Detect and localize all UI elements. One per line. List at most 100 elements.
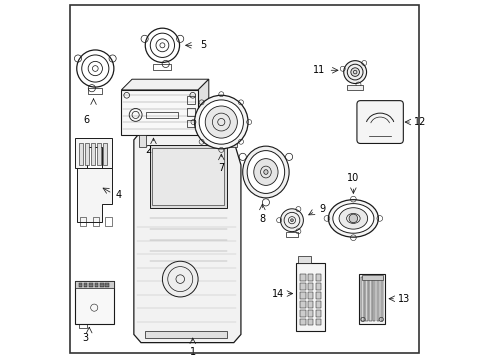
Bar bbox=[358, 274, 385, 324]
Circle shape bbox=[162, 261, 198, 297]
Text: 10: 10 bbox=[346, 173, 359, 183]
Bar bbox=[79, 283, 82, 284]
Bar bbox=[299, 301, 305, 308]
Bar bbox=[100, 285, 103, 287]
Circle shape bbox=[350, 68, 359, 76]
Bar bbox=[380, 276, 383, 321]
Text: 5: 5 bbox=[200, 40, 206, 50]
Bar bbox=[307, 319, 313, 325]
Text: 4: 4 bbox=[116, 190, 122, 200]
Bar bbox=[94, 283, 98, 284]
Bar bbox=[75, 281, 113, 324]
Circle shape bbox=[348, 214, 357, 223]
Bar bbox=[285, 232, 298, 237]
Text: 11: 11 bbox=[312, 65, 324, 75]
Circle shape bbox=[205, 106, 237, 138]
Bar bbox=[84, 284, 87, 286]
Bar bbox=[307, 301, 313, 308]
Bar bbox=[93, 217, 99, 226]
Circle shape bbox=[290, 219, 293, 222]
Bar bbox=[79, 144, 82, 165]
Bar bbox=[299, 319, 305, 325]
Bar bbox=[84, 144, 89, 165]
Text: 1: 1 bbox=[189, 347, 195, 357]
Bar bbox=[307, 283, 313, 290]
Circle shape bbox=[280, 209, 303, 231]
Bar bbox=[88, 88, 102, 94]
Bar bbox=[97, 144, 101, 165]
Bar bbox=[105, 217, 111, 226]
Ellipse shape bbox=[253, 159, 278, 185]
Bar bbox=[89, 285, 93, 287]
Bar bbox=[94, 284, 98, 286]
Bar bbox=[94, 285, 98, 287]
Bar bbox=[146, 112, 178, 118]
Text: 12: 12 bbox=[413, 117, 426, 127]
Bar bbox=[79, 285, 82, 287]
Bar bbox=[121, 90, 198, 135]
Bar bbox=[315, 301, 321, 308]
Bar bbox=[102, 144, 107, 165]
Bar bbox=[307, 292, 313, 299]
Circle shape bbox=[194, 95, 247, 149]
Ellipse shape bbox=[328, 200, 378, 237]
Bar bbox=[299, 274, 305, 281]
Bar bbox=[315, 319, 321, 325]
Bar bbox=[368, 276, 371, 321]
Bar bbox=[84, 285, 87, 287]
Text: 6: 6 bbox=[83, 115, 89, 125]
Bar bbox=[376, 276, 379, 321]
Bar bbox=[105, 284, 109, 286]
Bar bbox=[89, 283, 93, 284]
Bar bbox=[230, 135, 237, 147]
Bar bbox=[79, 284, 82, 286]
Text: 2: 2 bbox=[145, 145, 151, 155]
Bar bbox=[80, 217, 86, 226]
Bar bbox=[152, 148, 224, 205]
Text: 3: 3 bbox=[82, 333, 88, 343]
Bar bbox=[372, 276, 375, 321]
Bar bbox=[105, 283, 109, 284]
Polygon shape bbox=[134, 127, 241, 343]
Bar bbox=[365, 276, 367, 321]
Polygon shape bbox=[77, 168, 112, 222]
Bar bbox=[315, 274, 321, 281]
Text: 8: 8 bbox=[259, 214, 265, 224]
Bar bbox=[307, 274, 313, 281]
Polygon shape bbox=[121, 79, 208, 90]
Polygon shape bbox=[198, 79, 208, 135]
Bar bbox=[299, 283, 305, 290]
Bar bbox=[299, 292, 305, 299]
Ellipse shape bbox=[242, 146, 288, 198]
Bar bbox=[84, 283, 87, 284]
Ellipse shape bbox=[246, 150, 284, 193]
Bar bbox=[89, 284, 93, 286]
Bar bbox=[307, 310, 313, 316]
Bar bbox=[299, 310, 305, 316]
Ellipse shape bbox=[338, 208, 367, 229]
Bar bbox=[187, 108, 195, 116]
Polygon shape bbox=[297, 256, 310, 263]
Bar bbox=[139, 135, 146, 147]
Bar bbox=[315, 292, 321, 299]
Circle shape bbox=[343, 60, 366, 84]
Bar bbox=[187, 120, 195, 127]
FancyBboxPatch shape bbox=[356, 101, 403, 144]
Bar bbox=[346, 85, 362, 90]
Bar bbox=[361, 276, 363, 321]
Ellipse shape bbox=[332, 204, 373, 233]
Bar bbox=[315, 310, 321, 316]
Text: 13: 13 bbox=[397, 294, 409, 304]
Bar bbox=[296, 263, 324, 331]
Bar bbox=[187, 96, 195, 104]
Bar bbox=[100, 284, 103, 286]
Bar bbox=[150, 145, 226, 208]
Text: 9: 9 bbox=[319, 204, 325, 215]
Text: 14: 14 bbox=[271, 289, 283, 298]
Bar bbox=[79, 324, 87, 328]
Circle shape bbox=[199, 100, 243, 144]
Bar bbox=[361, 275, 382, 280]
Polygon shape bbox=[144, 331, 226, 338]
Bar bbox=[90, 144, 95, 165]
Bar bbox=[75, 281, 113, 288]
